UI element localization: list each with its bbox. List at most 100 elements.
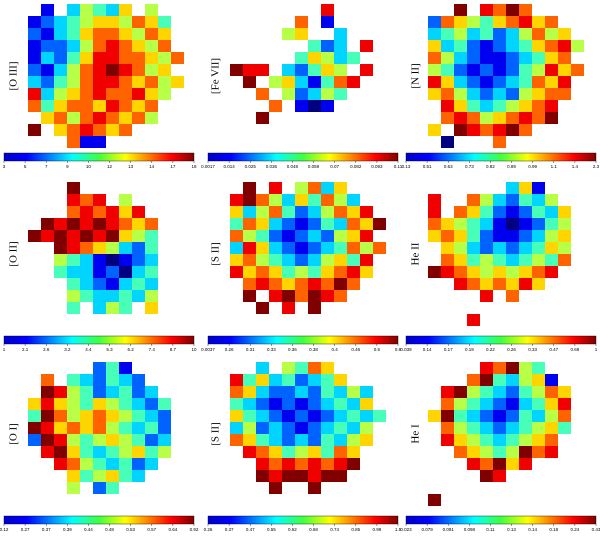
map-pixel [454,242,467,254]
map-pixel [545,112,558,124]
map-pixel [519,124,532,136]
map-pixel [480,4,493,16]
colorbar-tick-label: 0.89 [507,164,516,169]
map-pixel [54,100,67,112]
map-pixel [480,434,493,446]
map-pixel [54,76,67,88]
map-pixel [243,374,256,386]
map-pixel [158,76,171,88]
map-pixel [493,206,506,218]
map-pixel [558,254,571,266]
map-pixel [132,398,145,410]
map-pixel [119,242,132,254]
map-pixel [308,182,321,194]
colorbar-tick-label: 0.059 [308,164,320,169]
map-pixel [80,100,93,112]
map-pixel [132,230,145,242]
map-pixel [454,422,467,434]
map-pixel [256,434,269,446]
map-pixel [454,52,467,64]
map-pixel [454,254,467,266]
map-pixel [93,446,106,458]
map-pixel [230,230,243,242]
panel: [S II] 0.26 0.37 0.47 0.55 0.62 0.68 0.74 0.85 0.… [204,362,402,532]
map-pixel [360,386,373,398]
map-pixel [321,100,334,112]
colorbar-tick-label: 0.19 [465,347,474,352]
map-pixel [532,422,545,434]
colorbar-tick-label: 1.1 [551,164,558,169]
colorbar-tick-label: 0.82 [486,164,495,169]
map-pixel [519,88,532,100]
map-pixel [334,374,347,386]
map-pixel [506,458,519,470]
map-pixel [132,254,145,266]
colorbar-tick-label: 0.47 [549,347,558,352]
map-pixel [106,76,119,88]
map-pixel [545,76,558,88]
map-pixel [132,374,145,386]
map-pixel [441,136,454,148]
map-pixel [256,422,269,434]
map-pixel [282,266,295,278]
map-pixel [467,374,480,386]
map-pixel [480,362,493,374]
map-pixel [243,230,256,242]
map-pixel [506,410,519,422]
map-pixel [506,16,519,28]
map-pixel [28,422,41,434]
map-pixel [493,398,506,410]
map-pixel [493,218,506,230]
colorbar-tick-label: 0.07 [330,164,339,169]
map-pixel [467,52,480,64]
map-pixel [321,470,334,482]
map-pixel [519,194,532,206]
map-pixel [347,422,360,434]
map-pixel [282,434,295,446]
map-pixel [106,290,119,302]
map-pixel [308,64,321,76]
map-pixel [119,218,132,230]
map-pixel [347,446,360,458]
map-pixel [506,230,519,242]
map-pixel [93,362,106,374]
map-pixel [347,218,360,230]
map-pixel [28,40,41,52]
map-pixel [441,112,454,124]
map-pixel [106,100,119,112]
panel: [O II] 1 2.1 2.6 3.2 4.4 5.3 6.2 7.4 8.7 10 [3,182,197,352]
map-pixel [334,446,347,458]
map-pixel [454,112,467,124]
colorbar-tick-label: 12 [107,164,113,169]
map-pixel [28,398,41,410]
map-pixel [41,4,54,16]
map-pixel [93,194,106,206]
map-pixel [93,16,106,28]
map-pixel [67,4,80,16]
map-pixel [467,64,480,76]
colorbar-tick-label: 1 [3,347,6,352]
map-pixel [67,266,80,278]
map-pixel [428,76,441,88]
colorbar [405,335,597,345]
map-pixel [145,446,158,458]
map-pixel [441,230,454,242]
colorbar-tick-label: 0.55 [267,527,276,532]
map-pixel [441,40,454,52]
map-pixel [132,88,145,100]
map-pixel [480,374,493,386]
panel: [O III] 3 5 7 9 10 12 13 14 17 18 [3,4,197,169]
map-pixel [360,218,373,230]
map-pixel [269,446,282,458]
map-pixel [506,386,519,398]
colorbar-tick-label: 0.025 [245,164,257,169]
map-pixel [145,290,158,302]
map-pixel [347,278,360,290]
map-pixel [480,100,493,112]
map-pixel [428,28,441,40]
map-pixel [80,230,93,242]
map-pixel [132,64,145,76]
map-pixel [519,76,532,88]
map-pixel [480,446,493,458]
map-pixel [321,434,334,446]
